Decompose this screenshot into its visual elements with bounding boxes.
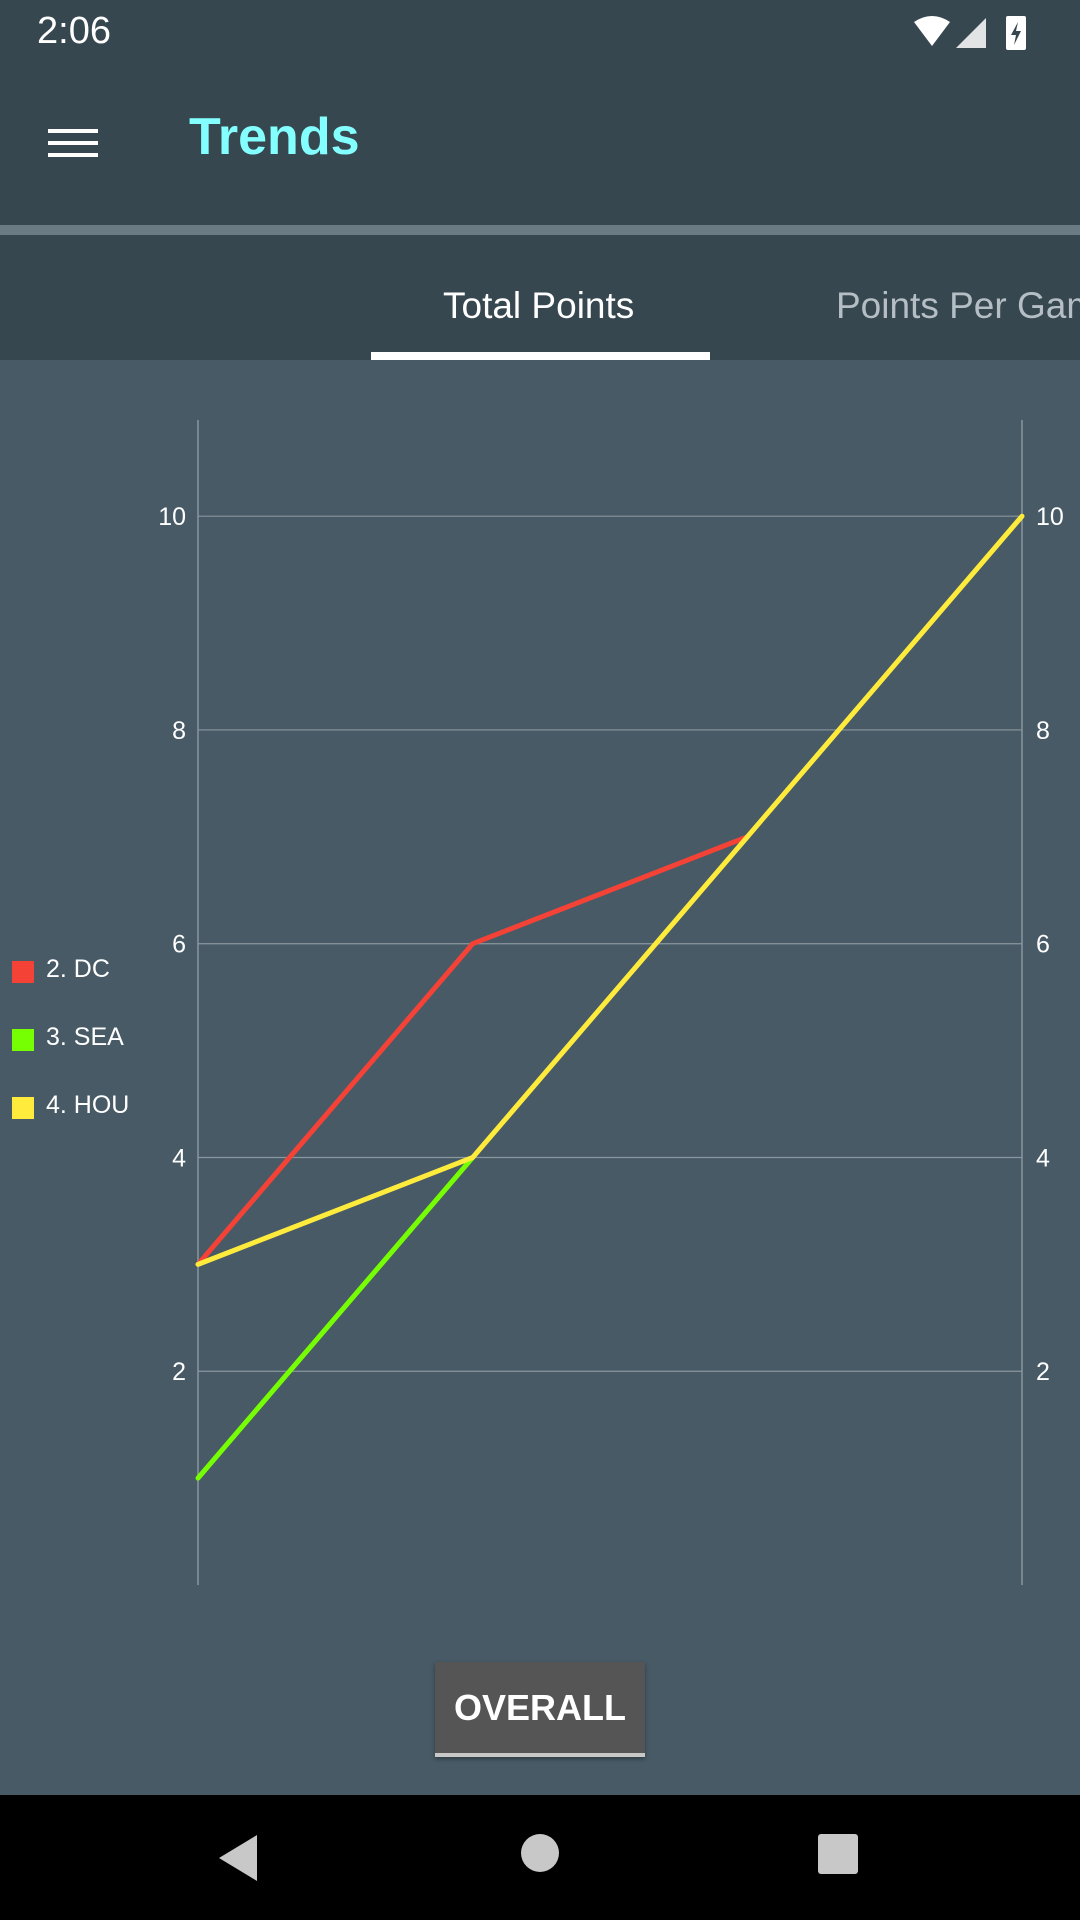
tab-points-per-game[interactable]: Points Per Game: [836, 285, 1080, 326]
legend-label-dc: 2. DC: [46, 955, 110, 983]
recents-icon[interactable]: [817, 1833, 859, 1875]
legend-label-sea: 3. SEA: [46, 1023, 124, 1051]
tab-total-points[interactable]: Total Points: [443, 285, 635, 326]
toolbar-divider: [0, 225, 1080, 235]
series-line-sea: [195, 1154, 476, 1481]
y-tick-label-left-6: 6: [172, 931, 186, 959]
y-tick-label-left-10: 10: [158, 503, 186, 531]
back-icon[interactable]: [215, 1833, 265, 1883]
cell-signal-icon: [956, 18, 986, 48]
trends-line-chart: 2 2 4 4 6 6 8 8 10 10: [158, 420, 1064, 1585]
y-tick-label-right-2: 2: [1036, 1358, 1050, 1386]
legend-swatch-hou: [12, 1097, 34, 1119]
hamburger-menu-icon[interactable]: [40, 113, 105, 173]
legend-swatch-dc: [12, 961, 34, 983]
y-tick-label-right-10: 10: [1036, 503, 1064, 531]
system-nav-bar: [0, 1795, 1080, 1920]
y-tick-label-right-8: 8: [1036, 717, 1050, 745]
wifi-icon: [914, 16, 950, 46]
y-tick-label-left-4: 4: [172, 1144, 186, 1172]
overall-button[interactable]: OVERALL: [435, 1662, 645, 1757]
status-bar: 2:06: [0, 0, 1080, 63]
tab-bar: Total Points Points Per Game: [0, 235, 1080, 360]
status-icons: [914, 16, 1026, 50]
y-tick-label-right-4: 4: [1036, 1144, 1050, 1172]
y-tick-label-left-8: 8: [172, 717, 186, 745]
series-line-hou: [195, 513, 1025, 1267]
tab-indicator: [371, 352, 710, 360]
status-time: 2:06: [37, 10, 111, 52]
legend-swatch-sea: [12, 1029, 34, 1051]
home-icon[interactable]: [520, 1833, 560, 1873]
y-tick-label-left-2: 2: [172, 1358, 186, 1386]
legend-label-hou: 4. HOU: [46, 1091, 130, 1119]
series-line-dc: [195, 834, 750, 1267]
page-title: Trends: [189, 108, 360, 166]
y-tick-label-right-6: 6: [1036, 931, 1050, 959]
app-toolbar: Trends: [0, 63, 1080, 225]
